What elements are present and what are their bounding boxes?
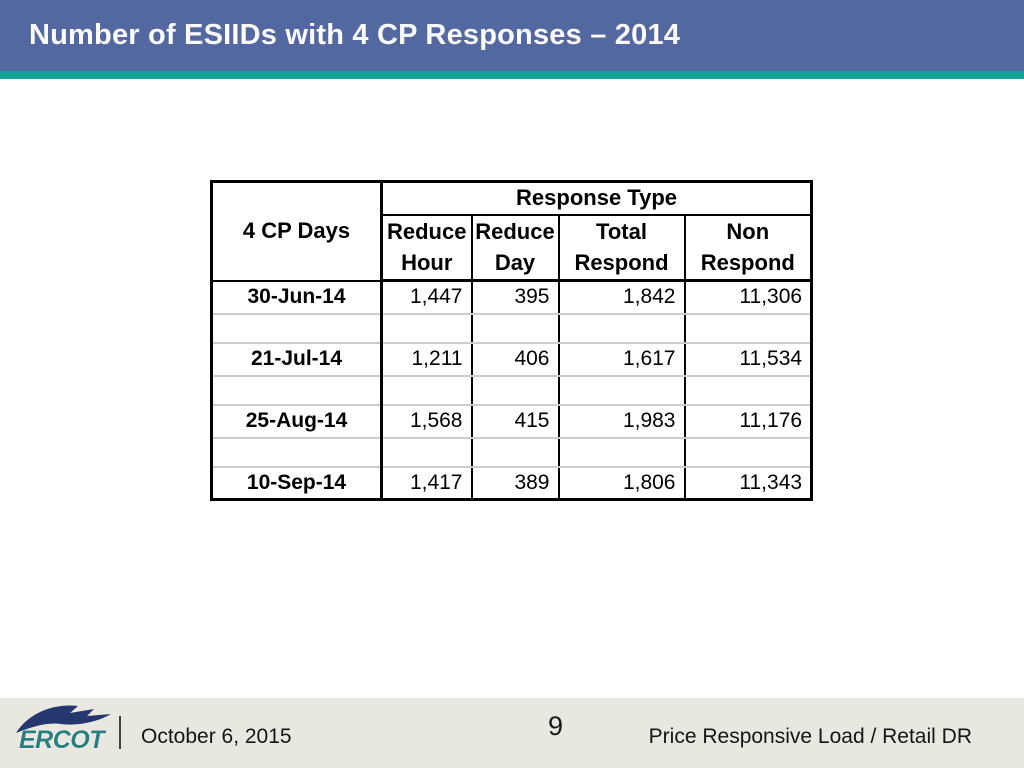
group-header-cell: Response Type <box>379 181 812 216</box>
page-number: 9 <box>548 711 564 741</box>
value-cell: 11,306 <box>683 280 812 315</box>
date-cell: 25-Aug-14 <box>211 404 382 439</box>
cp-responses-table: 4 CP Days Response Type Reduce Hour Redu… <box>210 180 814 501</box>
value-cell: 1,211 <box>380 342 472 377</box>
column-header-total-respond: Total Respond <box>557 214 685 282</box>
value-cell: 406 <box>470 342 559 377</box>
spacer-row <box>211 437 812 468</box>
table-row: 21-Jul-14 1,211 406 1,617 11,534 <box>211 342 812 377</box>
response-table-container: 4 CP Days Response Type Reduce Hour Redu… <box>210 180 814 501</box>
accent-line <box>0 71 1024 79</box>
value-cell: 1,842 <box>557 280 685 315</box>
value-cell: 415 <box>470 404 559 439</box>
title-band: Number of ESIIDs with 4 CP Responses – 2… <box>0 0 1024 71</box>
value-cell: 11,176 <box>683 404 812 439</box>
value-cell: 11,534 <box>683 342 812 377</box>
value-cell: 395 <box>470 280 559 315</box>
value-cell: 1,417 <box>380 466 472 500</box>
column-header-reduce-hour: Reduce Hour <box>380 214 472 282</box>
corner-header-cell: 4 CP Days <box>210 181 382 282</box>
ercot-logo-text: ERCOT <box>19 726 107 754</box>
ercot-logo: ERCOT <box>16 705 111 754</box>
footer-date: October 6, 2015 <box>141 725 292 748</box>
table-row: 25-Aug-14 1,568 415 1,983 11,176 <box>211 404 812 439</box>
column-header-reduce-day: Reduce Day <box>470 214 559 282</box>
date-cell: 30-Jun-14 <box>211 280 382 315</box>
column-header-non-respond: Non Respond <box>683 214 812 282</box>
table-group-header-row: 4 CP Days Response Type <box>210 181 812 282</box>
table-row: 30-Jun-14 1,447 395 1,842 11,306 <box>211 280 812 315</box>
footer-divider <box>119 716 121 749</box>
value-cell: 1,983 <box>557 404 685 439</box>
slide-title: Number of ESIIDs with 4 CP Responses – 2… <box>29 19 681 51</box>
value-cell: 389 <box>470 466 559 500</box>
table-row: 10-Sep-14 1,417 389 1,806 11,343 <box>212 466 812 500</box>
footer-section-label: Price Responsive Load / Retail DR <box>648 725 972 748</box>
value-cell: 1,568 <box>380 404 472 439</box>
footer-bar: ERCOT October 6, 2015 9 Price Responsive… <box>0 698 1024 768</box>
value-cell: 1,447 <box>380 280 472 315</box>
spacer-row <box>211 313 812 344</box>
date-cell: 21-Jul-14 <box>211 342 382 377</box>
lightning-bolt-icon <box>16 705 111 733</box>
table-column-header-row: Reduce Hour Reduce Day Total Respond Non… <box>212 214 812 282</box>
date-cell: 10-Sep-14 <box>246 470 347 494</box>
value-cell: 11,343 <box>683 466 812 500</box>
value-cell: 1,617 <box>557 342 685 377</box>
spacer-row <box>211 375 812 406</box>
value-cell: 1,806 <box>557 466 685 500</box>
